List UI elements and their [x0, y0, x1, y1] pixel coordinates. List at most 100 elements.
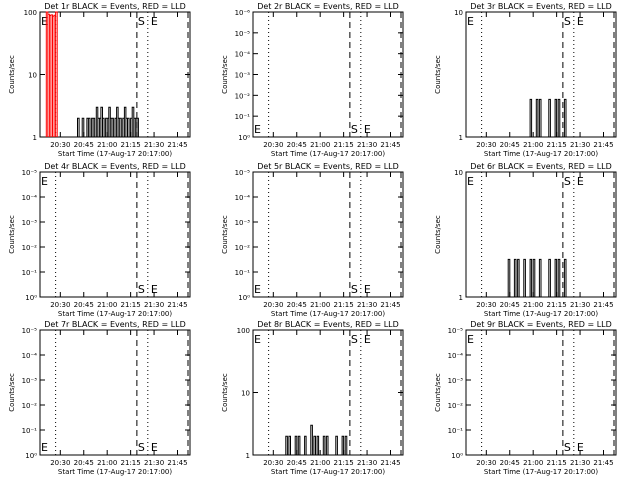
- y-tick-label: 10: [454, 169, 463, 177]
- panel-title: Det 3r BLACK = Events, RED = LLD: [470, 2, 612, 11]
- panel-det-8: Det 8r BLACK = Events, RED = LLD 1 10 100 Co…: [221, 320, 404, 476]
- lld-series-line: [45, 11, 58, 137]
- y-tick-label: 10⁻³: [235, 219, 251, 227]
- x-tick-label: 21:45: [167, 459, 187, 467]
- y-tick-label: 10⁻¹: [22, 427, 38, 435]
- y-tick-label: 10: [241, 390, 250, 398]
- plot-frame: [465, 329, 617, 456]
- start-e-label: E: [41, 441, 48, 454]
- x-tick-label: 20:30: [263, 459, 283, 467]
- y-tick-label: 10⁻⁴: [22, 194, 38, 202]
- x-tick-label: 21:45: [167, 141, 187, 149]
- y-tick-label: 10: [454, 9, 463, 17]
- e-marker-label: E: [364, 333, 371, 346]
- y-tick-label: 10⁻⁴: [235, 51, 251, 59]
- e-marker-label: E: [577, 175, 584, 188]
- x-tick-label: 21:00: [310, 459, 330, 467]
- x-tick-label: 21:15: [547, 301, 567, 309]
- x-axis-label: Start Time (17-Aug-17 20:17:00): [271, 150, 385, 158]
- s-marker-label: S: [138, 15, 145, 28]
- panel-det-2: Det 2r BLACK = Events, RED = LLD 10⁰ 10⁻¹ 1…: [221, 2, 404, 158]
- start-e-label: E: [467, 175, 474, 188]
- x-tick-label: 21:30: [357, 301, 377, 309]
- plot-frame: [252, 11, 404, 138]
- x-tick-label: 21:00: [523, 459, 543, 467]
- y-tick-label: 10: [28, 72, 37, 80]
- x-tick-label: 20:45: [500, 301, 520, 309]
- panel-title: Det 7r BLACK = Events, RED = LLD: [44, 320, 186, 329]
- panel-det-1: Det 1r BLACK = Events, RED = LLD 1 10 100 Co…: [8, 2, 191, 158]
- x-tick-label: 20:30: [476, 301, 496, 309]
- x-tick-label: 21:30: [144, 301, 164, 309]
- y-tick-label: 10⁻⁶: [235, 9, 251, 17]
- x-tick-label: 21:30: [570, 301, 590, 309]
- e-marker-label: E: [151, 441, 158, 454]
- x-tick-label: 21:15: [121, 459, 141, 467]
- y-axis-label: Counts/sec: [8, 373, 16, 412]
- x-tick-label: 20:30: [50, 459, 70, 467]
- y-tick-label: 10⁻⁴: [448, 352, 464, 360]
- x-tick-label: 20:30: [263, 141, 283, 149]
- y-axis-label: Counts/sec: [434, 215, 442, 254]
- y-tick-label: 100: [237, 327, 250, 335]
- panel-title: Det 2r BLACK = Events, RED = LLD: [257, 2, 399, 11]
- y-tick-label: 10⁻³: [235, 72, 251, 80]
- y-axis-label: Counts/sec: [434, 373, 442, 412]
- x-tick-label: 20:30: [50, 141, 70, 149]
- y-tick-label: 10⁰: [238, 134, 250, 142]
- events-series-line: [526, 98, 567, 138]
- x-tick-label: 21:00: [523, 301, 543, 309]
- x-tick-label: 21:45: [593, 301, 613, 309]
- s-marker-label: S: [564, 441, 571, 454]
- x-tick-label: 21:45: [167, 301, 187, 309]
- x-tick-label: 21:30: [357, 459, 377, 467]
- y-tick-label: 10⁻¹: [235, 269, 251, 277]
- y-axis-label: Counts/sec: [434, 55, 442, 94]
- start-e-label: E: [254, 283, 261, 296]
- x-tick-label: 21:45: [380, 301, 400, 309]
- y-tick-label: 10⁻⁵: [235, 169, 251, 177]
- y-tick-label: 10⁻³: [22, 377, 38, 385]
- panel-title: Det 1r BLACK = Events, RED = LLD: [44, 2, 186, 11]
- y-tick-label: 10⁰: [25, 452, 37, 460]
- start-e-label: E: [41, 175, 48, 188]
- y-tick-label: 1: [459, 134, 463, 142]
- start-e-label: E: [41, 15, 48, 28]
- x-tick-label: 20:45: [500, 459, 520, 467]
- x-tick-label: 21:15: [547, 141, 567, 149]
- start-e-label: E: [467, 333, 474, 346]
- y-tick-label: 10⁰: [238, 294, 250, 302]
- x-tick-label: 21:45: [593, 141, 613, 149]
- y-axis-label: Counts/sec: [221, 215, 229, 254]
- s-marker-label: S: [564, 15, 571, 28]
- x-tick-label: 20:30: [263, 301, 283, 309]
- y-tick-label: 10⁻²: [235, 244, 251, 252]
- x-tick-label: 20:45: [287, 301, 307, 309]
- e-marker-label: E: [151, 283, 158, 296]
- panel-det-9: Det 9r BLACK = Events, RED = LLD 10⁰ 10⁻¹ 1…: [434, 320, 617, 476]
- y-tick-label: 10⁻²: [448, 402, 464, 410]
- y-tick-label: 10⁰: [451, 452, 463, 460]
- panel-det-4: Det 4r BLACK = Events, RED = LLD 10⁰ 10⁻¹ 1…: [8, 162, 191, 318]
- y-tick-label: 10⁻¹: [235, 113, 251, 121]
- x-tick-label: 20:45: [287, 141, 307, 149]
- x-tick-label: 20:30: [476, 141, 496, 149]
- x-tick-label: 20:30: [476, 459, 496, 467]
- y-tick-label: 10⁻⁴: [235, 194, 251, 202]
- panel-title: Det 4r BLACK = Events, RED = LLD: [44, 162, 186, 171]
- y-tick-label: 10⁻⁵: [235, 30, 251, 38]
- x-tick-label: 21:00: [97, 459, 117, 467]
- x-tick-label: 21:00: [97, 141, 117, 149]
- e-marker-label: E: [364, 283, 371, 296]
- panel-title: Det 6r BLACK = Events, RED = LLD: [470, 162, 612, 171]
- x-tick-label: 21:15: [334, 301, 354, 309]
- panel-det-7: Det 7r BLACK = Events, RED = LLD 10⁰ 10⁻¹ 1…: [8, 320, 191, 476]
- y-axis-label: Counts/sec: [8, 215, 16, 254]
- x-tick-label: 20:45: [74, 141, 94, 149]
- x-axis-label: Start Time (17-Aug-17 20:17:00): [271, 310, 385, 318]
- events-series-line: [505, 258, 567, 298]
- y-axis-label: Counts/sec: [221, 373, 229, 412]
- x-tick-label: 21:45: [380, 459, 400, 467]
- y-tick-label: 10⁻³: [448, 377, 464, 385]
